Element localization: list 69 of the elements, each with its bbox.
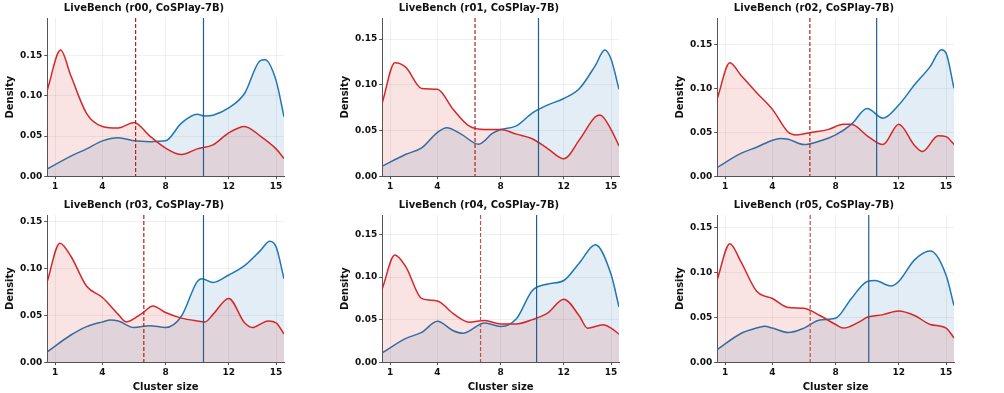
y-tick-label: 0.15 <box>354 228 378 239</box>
x-tick-label: 12 <box>557 366 571 377</box>
y-axis-title: Density <box>338 266 350 311</box>
x-tick-label: 4 <box>99 180 106 191</box>
y-tick-label: 0.15 <box>354 33 378 44</box>
x-tick-label: 1 <box>51 180 59 191</box>
x-tick-label: 1 <box>721 180 729 191</box>
y-tick-label: 0.15 <box>19 215 43 226</box>
y-tick-label: 0.00 <box>689 170 713 181</box>
y-tick-label: 0.05 <box>689 311 713 322</box>
x-tick-label: 8 <box>497 366 504 377</box>
x-tick-label: 12 <box>222 366 236 377</box>
x-tick-label: 1 <box>51 366 59 377</box>
x-tick-label: 4 <box>769 180 776 191</box>
y-axis-title: Density <box>338 75 350 119</box>
y-tick-label: 0.00 <box>19 356 43 367</box>
x-tick-label: 8 <box>162 366 169 377</box>
chart-title: LiveBench (r01, CoSPlay-7B) <box>398 1 560 13</box>
y-tick-label: 0.05 <box>19 130 43 141</box>
x-tick-label: 12 <box>557 180 571 191</box>
y-tick-label: 0.15 <box>689 221 713 232</box>
x-tick-label: 4 <box>99 366 106 377</box>
y-tick-label: 0.10 <box>19 90 43 101</box>
x-tick-label: 15 <box>269 366 283 377</box>
x-tick-label: 15 <box>939 180 953 191</box>
x-tick-label: 15 <box>269 180 283 191</box>
chart-title: LiveBench (r02, CoSPlay-7B) <box>733 1 895 13</box>
y-tick-label: 0.00 <box>354 170 378 181</box>
x-tick-label: 8 <box>832 180 839 191</box>
y-tick-label: 0.05 <box>689 126 713 137</box>
chart-title: LiveBench (r05, CoSPlay-7B) <box>733 198 895 210</box>
y-tick-label: 0.05 <box>354 314 378 324</box>
y-axis-title: Density <box>673 75 685 119</box>
x-tick-label: 12 <box>892 180 906 191</box>
x-tick-label: 1 <box>386 180 394 191</box>
y-tick-label: 0.00 <box>19 170 43 181</box>
x-tick-label: 8 <box>832 366 839 377</box>
chart-title: LiveBench (r00, CoSPlay-7B) <box>63 1 225 13</box>
x-axis-title: Cluster size <box>467 380 534 392</box>
x-tick-label: 8 <box>162 180 169 191</box>
chart-title: LiveBench (r04, CoSPlay-7B) <box>398 198 560 210</box>
y-tick-label: 0.10 <box>354 271 378 282</box>
x-tick-label: 15 <box>604 180 618 191</box>
y-tick-label: 0.00 <box>689 356 713 367</box>
x-tick-label: 1 <box>386 366 394 377</box>
y-tick-label: 0.10 <box>354 79 378 90</box>
x-tick-label: 12 <box>892 366 906 377</box>
y-axis-title: Density <box>3 75 15 119</box>
y-tick-label: 0.15 <box>689 38 713 49</box>
x-tick-label: 12 <box>222 180 236 191</box>
x-axis-title: Cluster size <box>802 380 869 392</box>
x-tick-label: 15 <box>939 366 953 377</box>
y-tick-label: 0.15 <box>19 50 43 61</box>
chart-title: LiveBench (r03, CoSPlay-7B) <box>63 198 225 210</box>
x-axis-title: Cluster size <box>132 380 199 392</box>
y-tick-label: 0.10 <box>689 266 713 277</box>
y-tick-label: 0.10 <box>19 262 43 273</box>
y-axis-title: Density <box>3 266 15 311</box>
x-tick-label: 1 <box>721 366 729 377</box>
x-tick-label: 4 <box>434 366 441 377</box>
x-tick-label: 4 <box>434 180 441 191</box>
y-axis-title: Density <box>673 266 685 311</box>
x-tick-label: 4 <box>769 366 776 377</box>
x-tick-label: 8 <box>497 180 504 191</box>
y-tick-label: 0.00 <box>354 356 378 367</box>
y-tick-label: 0.05 <box>19 309 43 320</box>
y-tick-label: 0.05 <box>354 124 378 135</box>
y-tick-label: 0.10 <box>689 82 713 93</box>
x-tick-label: 15 <box>604 366 618 377</box>
